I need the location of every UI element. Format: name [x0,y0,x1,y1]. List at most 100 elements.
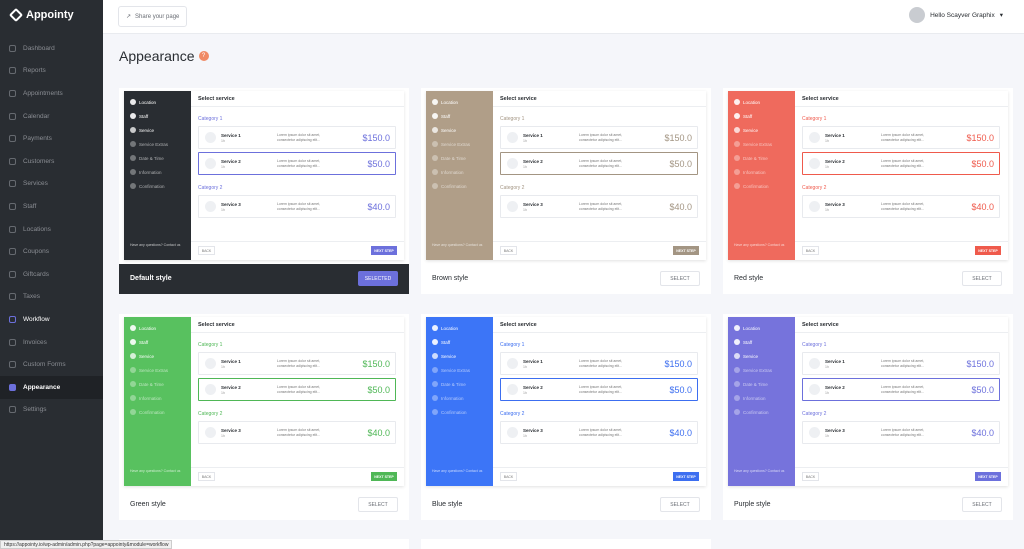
help-badge[interactable]: ? [198,51,209,61]
style-preview: Location Staff Service Service Extras Date &… [728,317,1008,486]
sidebar-item-label: Payments [23,135,52,143]
sidebar-item-label: Appointments [23,89,63,97]
preview-step: Location [734,99,760,105]
sidebar-item-invoices[interactable]: Invoices [0,331,103,354]
service-price: $40.0 [669,202,692,212]
sidebar-item-appointments[interactable]: Appointments [0,82,103,105]
step-label: Information [139,395,162,401]
preview-step: Staff [432,113,450,119]
preview-service-item: Service 1 1h Lorem ipsum dolor sit amet, c… [500,352,698,375]
step-dot-icon [734,141,740,147]
step-dot-icon [130,395,136,401]
style-preview: Location Staff Service Service Extras Date &… [426,317,706,486]
service-name: Service 2 [825,159,845,164]
preview-step: Information [432,169,464,175]
sidebar-item-calendar[interactable]: Calendar [0,105,103,128]
service-name: Service 2 [221,385,241,390]
sidebar-item-label: Custom Forms [23,361,66,369]
sidebar-item-staff[interactable]: Staff [0,195,103,218]
service-description: Lorem ipsum dolor sit amet, consectetur … [277,202,321,211]
user-menu[interactable]: Hello Scayver Graphix ▾ [909,7,1003,23]
step-dot-icon [130,169,136,175]
service-duration: 1h [523,208,527,212]
sidebar-item-label: Customers [23,157,55,165]
style-card[interactable]: Location Staff Service Service Extras Date &… [421,314,711,520]
sidebar-item-reports[interactable]: Reports [0,60,103,83]
select-style-button[interactable]: SELECT [962,497,1002,512]
step-dot-icon [734,99,740,105]
service-description: Lorem ipsum dolor sit amet, consectetur … [277,359,321,368]
select-style-button[interactable]: SELECT [660,497,700,512]
service-name: Service 2 [523,385,543,390]
preview-main: Select service Category 1 Service 1 1h Lorem… [191,317,404,486]
service-name: Service 1 [221,133,241,138]
step-label: Service [743,127,759,133]
share-page-button[interactable]: ↗ Share your page [118,6,188,27]
step-dot-icon [432,99,438,105]
preview-service-item: Service 2 1h Lorem ipsum dolor sit amet, c… [198,152,396,175]
preview-service-item: Service 3 1h Lorem ipsum dolor sit amet, c… [802,195,1000,218]
preview-step: Date & Time [734,381,768,387]
service-description: Lorem ipsum dolor sit amet, consectetur … [579,428,623,437]
style-card[interactable]: Location Staff Service Service Extras Date &… [119,88,409,294]
sidebar-item-workflow[interactable]: Workflow [0,308,103,331]
service-description: Lorem ipsum dolor sit amet, consectetur … [579,385,623,394]
service-name: Service 2 [221,159,241,164]
style-card[interactable]: Location Staff Service Service Extras Date &… [421,88,711,294]
sidebar-item-coupons[interactable]: Coupons [0,240,103,263]
avatar [909,7,926,23]
service-image-icon [205,132,216,143]
step-dot-icon [130,353,136,359]
sidebar-item-customers[interactable]: Customers [0,150,103,173]
sidebar-item-settings[interactable]: Settings [0,399,103,422]
step-dot-icon [734,127,740,133]
preview-step: Staff [130,339,148,345]
service-image-icon [809,384,820,395]
sidebar-item-services[interactable]: Services [0,173,103,196]
preview-step: Service [130,353,154,359]
style-card[interactable]: Location Staff Service Service Extras Date &… [723,88,1013,294]
sidebar-item-giftcards[interactable]: Giftcards [0,263,103,286]
service-price: $50.0 [971,159,994,169]
service-image-icon [809,132,820,143]
service-description: Lorem ipsum dolor sit amet, consectetur … [277,385,321,394]
service-price: $50.0 [367,385,390,395]
step-dot-icon [130,113,136,119]
select-style-button[interactable]: SELECT [962,271,1002,286]
step-label: Staff [139,113,149,119]
step-dot-icon [432,127,438,133]
service-price: $50.0 [367,159,390,169]
service-price: $150.0 [362,359,390,369]
topbar: ↗ Share your page Hello Scayver Graphix … [103,0,1024,34]
step-dot-icon [432,339,438,345]
select-style-button[interactable]: SELECT [358,497,398,512]
step-dot-icon [432,183,438,189]
sidebar-item-payments[interactable]: Payments [0,127,103,150]
users-icon [9,157,16,165]
preview-step: Service [432,127,456,133]
sidebar-item-custom-forms[interactable]: Custom Forms [0,353,103,376]
service-name: Service 1 [523,133,543,138]
sidebar-item-taxes[interactable]: Taxes [0,286,103,309]
sidebar-item-dashboard[interactable]: Dashboard [0,37,103,60]
select-style-button[interactable]: SELECT [660,271,700,286]
step-dot-icon [734,113,740,119]
sidebar-item-label: Locations [23,225,51,233]
preview-step: Date & Time [432,155,466,161]
step-label: Service [139,127,155,133]
app-logo[interactable]: Appointy [8,7,74,23]
style-preview: Location Staff Service Service Extras Date &… [426,91,706,260]
page-title-text: Appearance [119,48,195,64]
service-price: $150.0 [362,133,390,143]
gear-icon [9,406,16,414]
style-card[interactable]: Location Staff Service Service Extras Date &… [723,314,1013,520]
preview-service-item: Service 1 1h Lorem ipsum dolor sit amet, c… [802,126,1000,149]
sidebar-item-locations[interactable]: Locations [0,218,103,241]
selected-button[interactable]: SELECTED [358,271,398,286]
sidebar-item-appearance[interactable]: Appearance [0,375,103,399]
style-card[interactable]: Location Staff Service Service Extras Date &… [119,314,409,520]
preview-step: Confirmation [130,183,165,189]
preview-back-button: BACK [500,472,517,481]
credit-card-icon [9,135,16,143]
service-duration: 1h [523,391,527,395]
